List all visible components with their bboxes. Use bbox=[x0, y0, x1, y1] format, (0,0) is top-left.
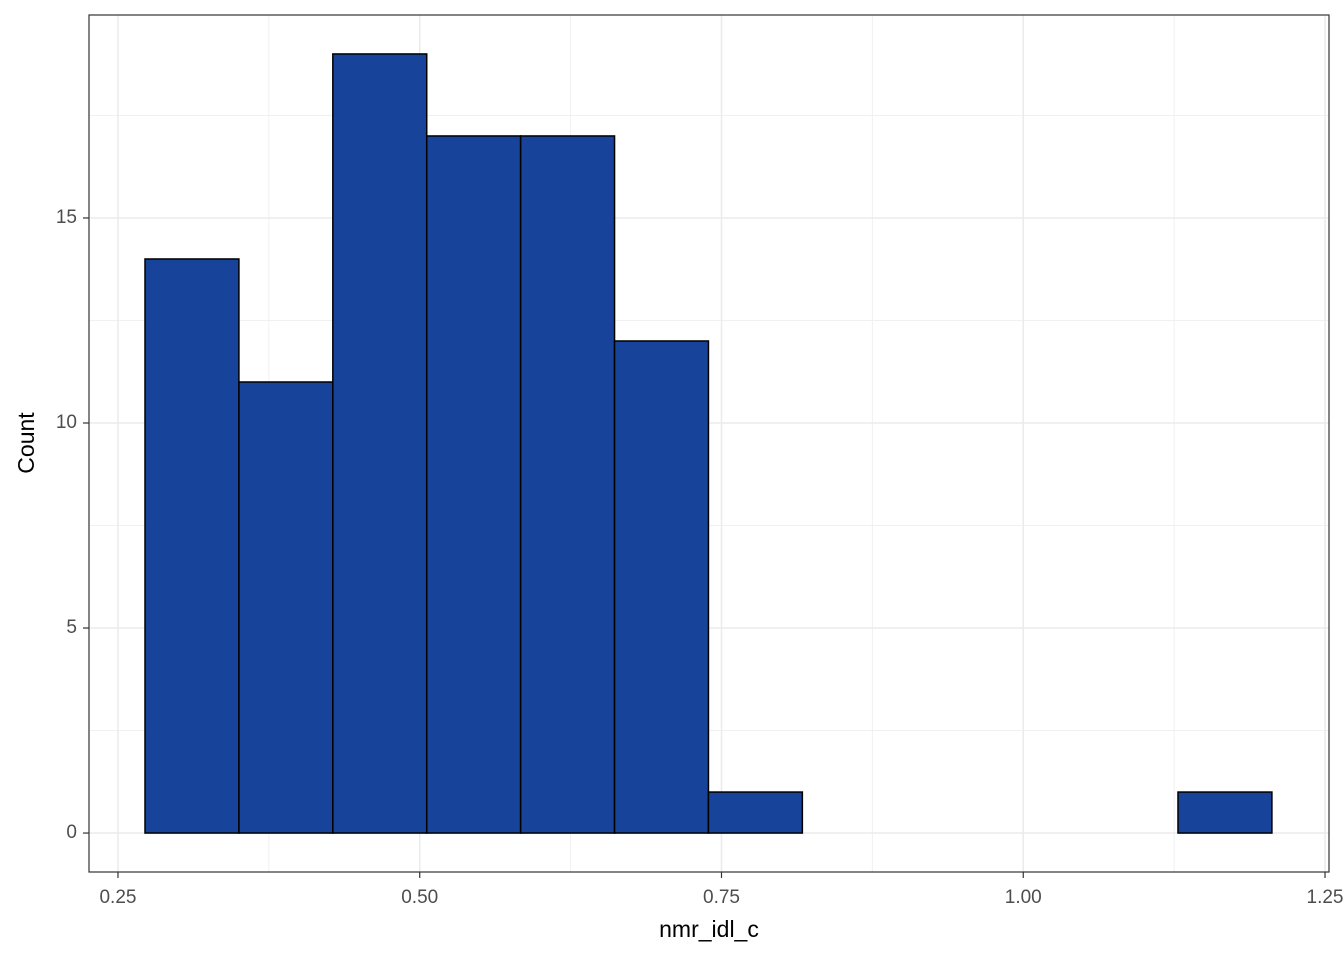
x-tick-label: 1.25 bbox=[1307, 887, 1344, 908]
panel-border bbox=[88, 14, 1330, 873]
x-tick-label: 1.00 bbox=[1005, 887, 1042, 908]
y-tick-label: 10 bbox=[56, 412, 77, 433]
x-tick-label: 0.75 bbox=[703, 887, 740, 908]
x-tick-label: 0.50 bbox=[401, 887, 438, 908]
y-tick-label: 5 bbox=[66, 617, 77, 638]
bar bbox=[332, 53, 428, 834]
bar bbox=[613, 340, 710, 834]
x-axis-title: nmr_idl_c bbox=[659, 916, 759, 942]
y-axis-title: Count bbox=[13, 412, 39, 474]
y-tick-label: 0 bbox=[66, 822, 77, 843]
bar bbox=[144, 258, 240, 834]
bar bbox=[519, 135, 616, 834]
bar bbox=[1177, 791, 1273, 834]
x-tick-label: 0.25 bbox=[99, 887, 136, 908]
bar bbox=[238, 381, 334, 834]
bar bbox=[707, 791, 804, 834]
bar bbox=[425, 135, 522, 834]
y-tick-label: 15 bbox=[56, 207, 77, 228]
